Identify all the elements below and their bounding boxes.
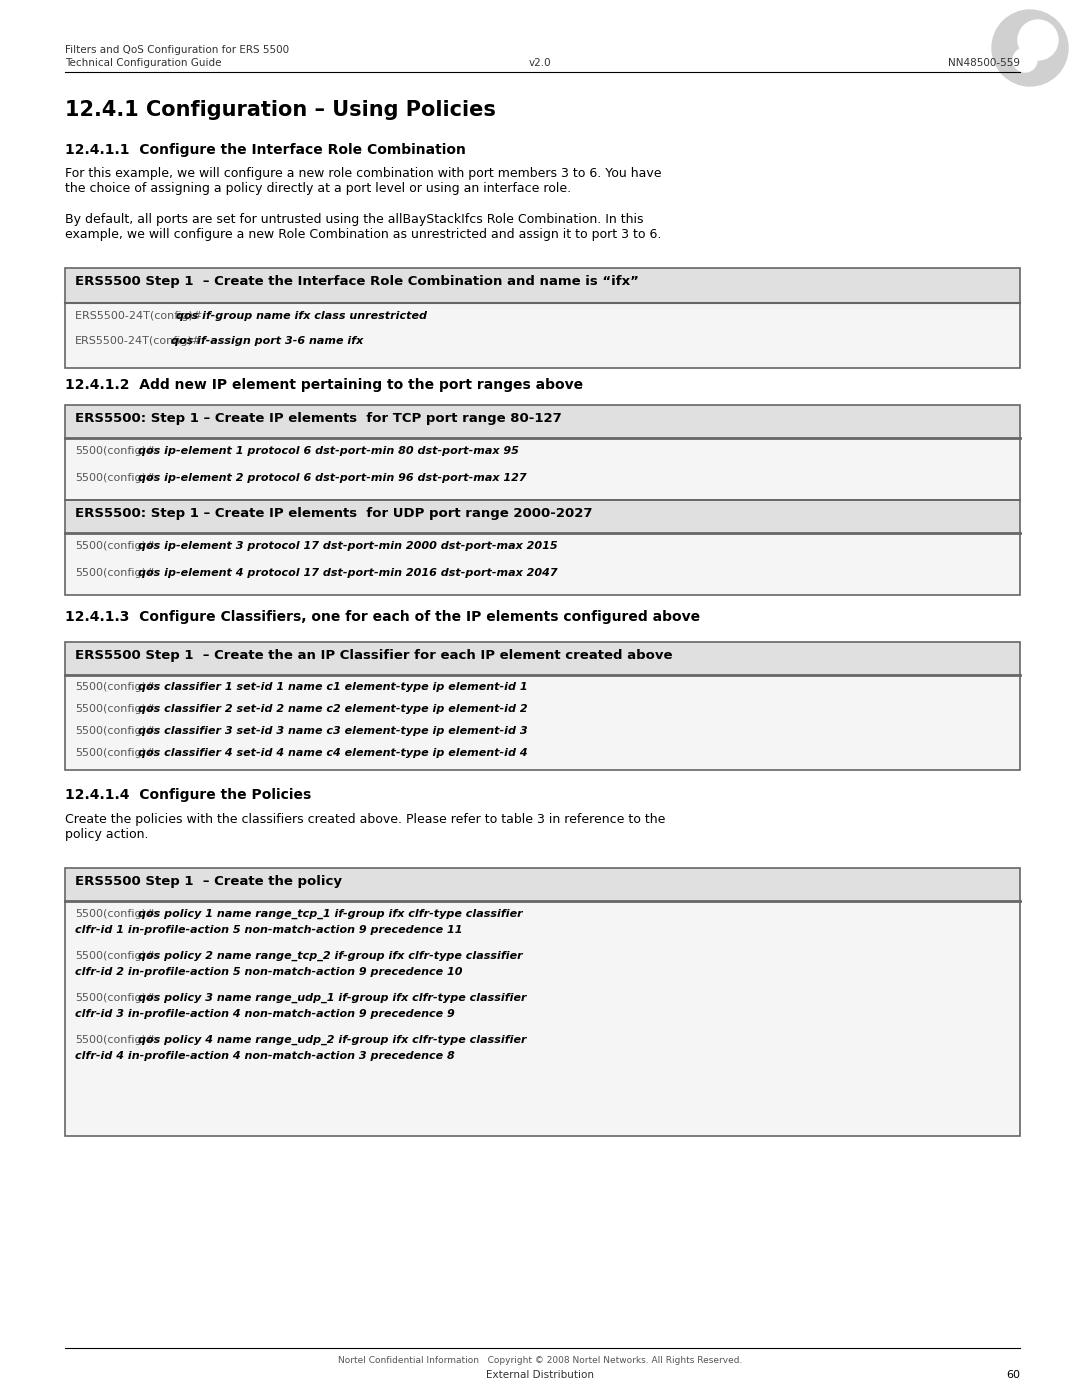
Text: qos classifier 2 set-id 2 name c2 element-type ip element-id 2: qos classifier 2 set-id 2 name c2 elemen… <box>137 704 527 714</box>
Text: Technical Configuration Guide: Technical Configuration Guide <box>65 59 221 68</box>
Bar <box>65 868 1020 1136</box>
Text: ERS5500 Step 1  – Create the an IP Classifier for each IP element created above: ERS5500 Step 1 – Create the an IP Classi… <box>75 650 673 662</box>
Bar <box>65 268 1020 303</box>
Text: ERS5500 Step 1  – Create the policy: ERS5500 Step 1 – Create the policy <box>75 875 342 888</box>
Bar <box>65 500 1020 595</box>
Text: By default, all ports are set for untrusted using the allBayStackIfcs Role Combi: By default, all ports are set for untrus… <box>65 212 661 242</box>
Text: qos policy 2 name range_tcp_2 if-group ifx clfr-type classifier: qos policy 2 name range_tcp_2 if-group i… <box>137 951 523 961</box>
Bar <box>65 868 1020 901</box>
Text: 5500(config)#: 5500(config)# <box>75 682 156 692</box>
Text: qos classifier 4 set-id 4 name c4 element-type ip element-id 4: qos classifier 4 set-id 4 name c4 elemen… <box>137 747 527 759</box>
Bar <box>65 303 1020 367</box>
Bar <box>65 405 1020 500</box>
Text: 5500(config)#: 5500(config)# <box>75 704 156 714</box>
Text: qos ip-element 2 protocol 6 dst-port-min 96 dst-port-max 127: qos ip-element 2 protocol 6 dst-port-min… <box>137 474 526 483</box>
Text: 5500(config)#: 5500(config)# <box>75 569 156 578</box>
Text: 12.4.1.2  Add new IP element pertaining to the port ranges above: 12.4.1.2 Add new IP element pertaining t… <box>65 379 583 393</box>
Text: Create the policies with the classifiers created above. Please refer to table 3 : Create the policies with the classifiers… <box>65 813 665 841</box>
Text: qos policy 3 name range_udp_1 if-group ifx clfr-type classifier: qos policy 3 name range_udp_1 if-group i… <box>137 993 526 1003</box>
Text: clfr-id 1 in-profile-action 5 non-match-action 9 precedence 11: clfr-id 1 in-profile-action 5 non-match-… <box>75 925 462 935</box>
Text: 5500(config)#: 5500(config)# <box>75 541 156 550</box>
Text: qos ip-element 3 protocol 17 dst-port-min 2000 dst-port-max 2015: qos ip-element 3 protocol 17 dst-port-mi… <box>137 541 557 550</box>
Bar <box>65 534 1020 595</box>
Bar <box>65 439 1020 500</box>
Text: 5500(config)#: 5500(config)# <box>75 726 156 736</box>
Text: 5500(config)#: 5500(config)# <box>75 909 156 919</box>
Text: clfr-id 4 in-profile-action 4 non-match-action 3 precedence 8: clfr-id 4 in-profile-action 4 non-match-… <box>75 1051 455 1060</box>
Text: clfr-id 2 in-profile-action 5 non-match-action 9 precedence 10: clfr-id 2 in-profile-action 5 non-match-… <box>75 967 462 977</box>
Text: clfr-id 3 in-profile-action 4 non-match-action 9 precedence 9: clfr-id 3 in-profile-action 4 non-match-… <box>75 1009 455 1018</box>
Text: qos if-assign port 3-6 name ifx: qos if-assign port 3-6 name ifx <box>172 337 364 346</box>
Circle shape <box>993 10 1068 87</box>
Bar <box>65 500 1020 534</box>
Text: qos ip-element 4 protocol 17 dst-port-min 2016 dst-port-max 2047: qos ip-element 4 protocol 17 dst-port-mi… <box>137 569 557 578</box>
Circle shape <box>1018 20 1058 60</box>
Text: 12.4.1 Configuration – Using Policies: 12.4.1 Configuration – Using Policies <box>65 101 496 120</box>
Bar <box>65 643 1020 770</box>
Text: ERS5500-24T(config)#: ERS5500-24T(config)# <box>75 337 202 346</box>
Circle shape <box>1013 47 1037 73</box>
Text: qos classifier 1 set-id 1 name c1 element-type ip element-id 1: qos classifier 1 set-id 1 name c1 elemen… <box>137 682 527 692</box>
Bar <box>65 405 1020 439</box>
Text: 5500(config)#: 5500(config)# <box>75 474 156 483</box>
Text: qos classifier 3 set-id 3 name c3 element-type ip element-id 3: qos classifier 3 set-id 3 name c3 elemen… <box>137 726 527 736</box>
Bar <box>65 268 1020 367</box>
Bar <box>65 643 1020 675</box>
Text: 5500(config)#: 5500(config)# <box>75 747 156 759</box>
Bar <box>65 901 1020 1136</box>
Bar <box>65 675 1020 770</box>
Text: For this example, we will configure a new role combination with port members 3 t: For this example, we will configure a ne… <box>65 168 661 196</box>
Text: ERS5500-24T(config)#: ERS5500-24T(config)# <box>75 312 206 321</box>
Text: External Distribution: External Distribution <box>486 1370 594 1380</box>
Text: 5500(config)#: 5500(config)# <box>75 951 156 961</box>
Text: 5500(config)#: 5500(config)# <box>75 1035 156 1045</box>
Text: qos if-group name ifx class unrestricted: qos if-group name ifx class unrestricted <box>176 312 428 321</box>
Text: qos policy 1 name range_tcp_1 if-group ifx clfr-type classifier: qos policy 1 name range_tcp_1 if-group i… <box>137 909 523 919</box>
Text: v2.0: v2.0 <box>529 59 551 68</box>
Text: ERS5500: Step 1 – Create IP elements  for UDP port range 2000-2027: ERS5500: Step 1 – Create IP elements for… <box>75 507 593 520</box>
Text: 60: 60 <box>1005 1370 1020 1380</box>
Text: ERS5500: Step 1 – Create IP elements  for TCP port range 80-127: ERS5500: Step 1 – Create IP elements for… <box>75 412 562 425</box>
Text: qos ip-element 1 protocol 6 dst-port-min 80 dst-port-max 95: qos ip-element 1 protocol 6 dst-port-min… <box>137 446 518 455</box>
Text: qos policy 4 name range_udp_2 if-group ifx clfr-type classifier: qos policy 4 name range_udp_2 if-group i… <box>137 1035 526 1045</box>
Text: 5500(config)#: 5500(config)# <box>75 446 156 455</box>
Text: 12.4.1.3  Configure Classifiers, one for each of the IP elements configured abov: 12.4.1.3 Configure Classifiers, one for … <box>65 610 700 624</box>
Text: ERS5500 Step 1  – Create the Interface Role Combination and name is “ifx”: ERS5500 Step 1 – Create the Interface Ro… <box>75 275 639 288</box>
Text: 5500(config)#: 5500(config)# <box>75 993 156 1003</box>
Text: Nortel Confidential Information   Copyright © 2008 Nortel Networks. All Rights R: Nortel Confidential Information Copyrigh… <box>338 1356 742 1365</box>
Text: 12.4.1.1  Configure the Interface Role Combination: 12.4.1.1 Configure the Interface Role Co… <box>65 142 465 156</box>
Text: Filters and QoS Configuration for ERS 5500: Filters and QoS Configuration for ERS 55… <box>65 45 289 54</box>
Text: 12.4.1.4  Configure the Policies: 12.4.1.4 Configure the Policies <box>65 788 311 802</box>
Text: NN48500-559: NN48500-559 <box>948 59 1020 68</box>
